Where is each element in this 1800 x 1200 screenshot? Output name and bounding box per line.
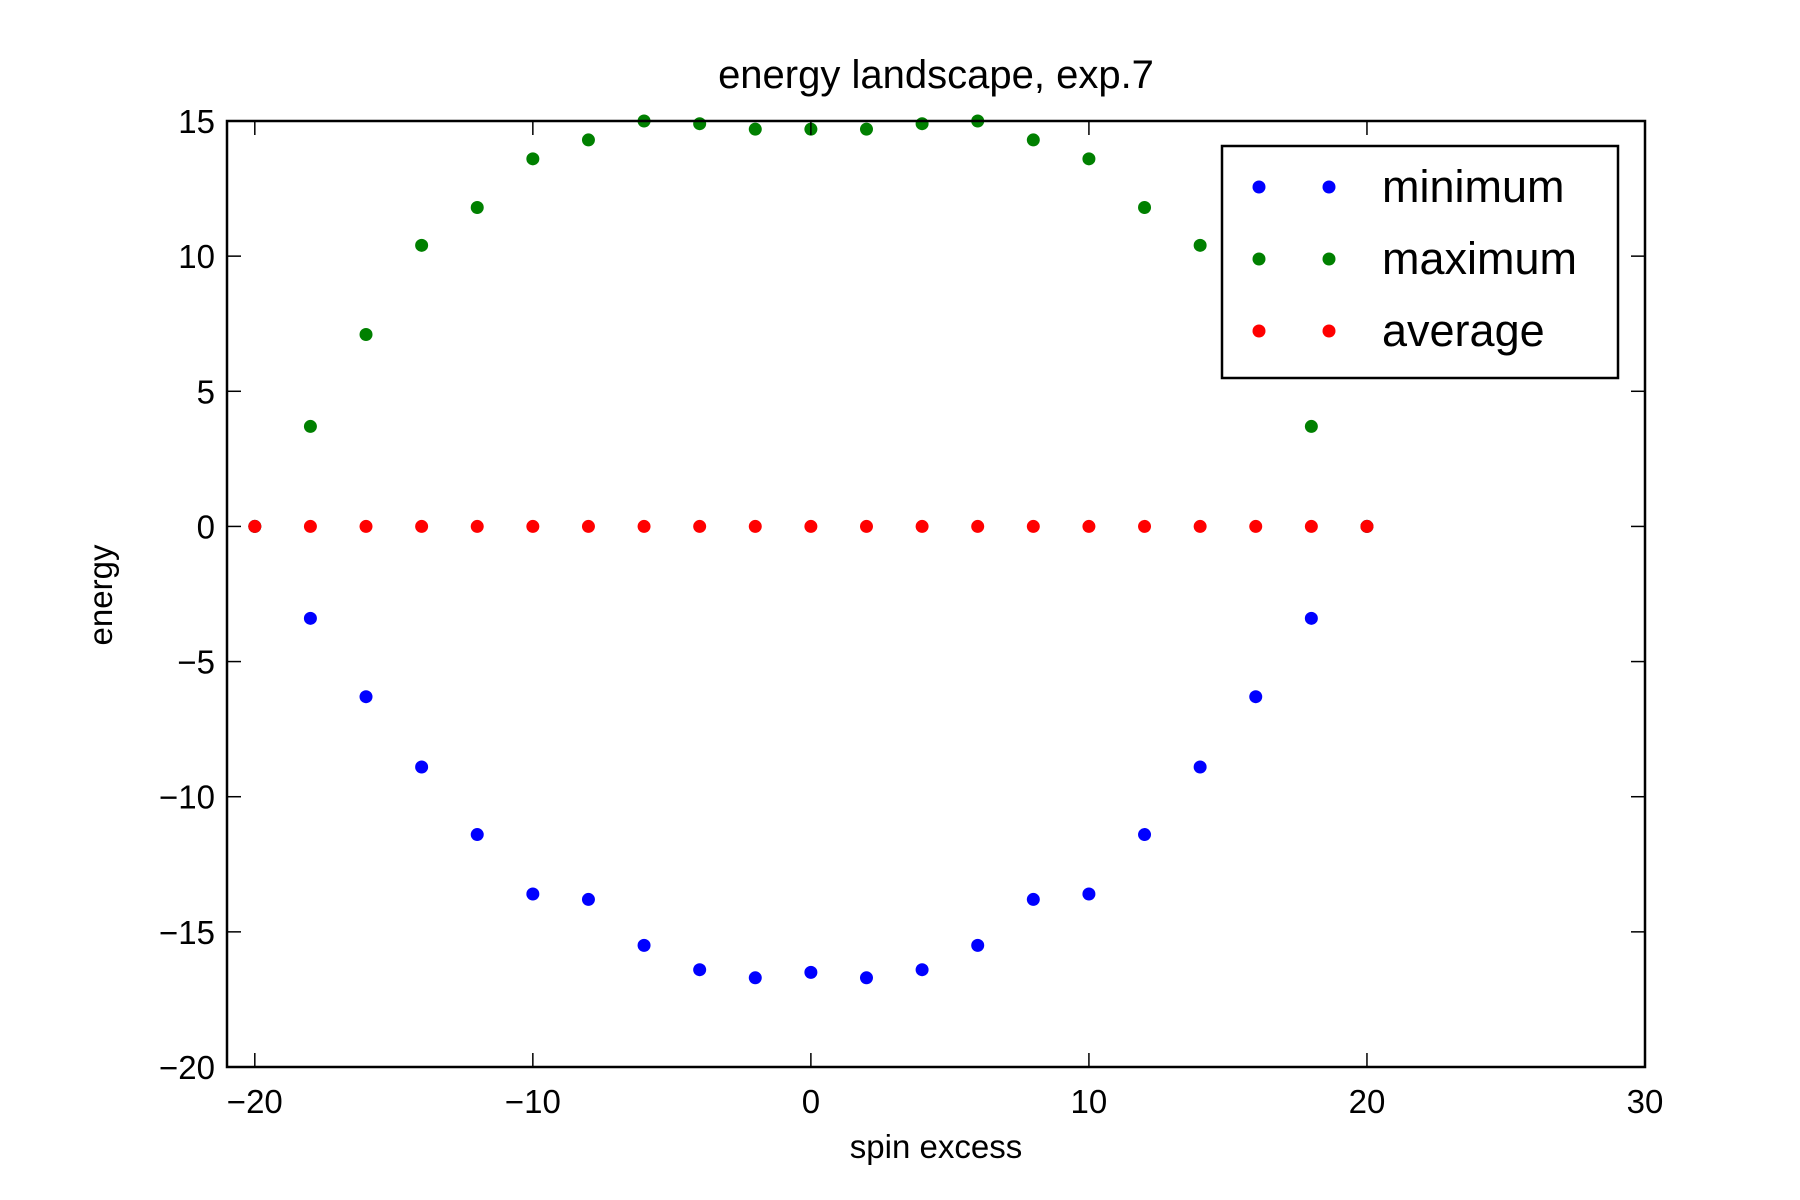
maximum-point xyxy=(859,122,873,136)
minimum-point xyxy=(581,892,595,906)
average-point xyxy=(693,519,707,533)
series-minimum xyxy=(248,519,1374,985)
minimum-point xyxy=(1249,690,1263,704)
minimum-point xyxy=(1193,760,1207,774)
y-tick-label: 15 xyxy=(178,103,215,140)
maximum-point xyxy=(415,238,429,252)
minimum-point xyxy=(1304,611,1318,625)
y-tick-label: −10 xyxy=(159,779,215,816)
legend-marker xyxy=(1252,324,1266,338)
minimum-point xyxy=(1082,887,1096,901)
minimum-point xyxy=(470,828,484,842)
maximum-point xyxy=(470,200,484,214)
minimum-point xyxy=(915,963,929,977)
legend-label: average xyxy=(1382,305,1545,356)
maximum-point xyxy=(915,117,929,131)
y-tick-label: −20 xyxy=(159,1049,215,1086)
minimum-point xyxy=(748,971,762,985)
x-tick-label: 10 xyxy=(1071,1083,1108,1120)
average-point xyxy=(637,519,651,533)
maximum-point xyxy=(526,152,540,166)
maximum-point xyxy=(359,328,373,342)
y-tick-label: 10 xyxy=(178,238,215,275)
average-point xyxy=(1082,519,1096,533)
maximum-point xyxy=(581,133,595,147)
series-maximum xyxy=(248,114,1374,533)
average-point xyxy=(1304,519,1318,533)
x-tick-label: −10 xyxy=(505,1083,561,1120)
average-point xyxy=(248,519,262,533)
legend-item-minimum: minimum xyxy=(1252,161,1565,212)
legend-marker xyxy=(1322,324,1336,338)
legend-marker xyxy=(1322,252,1336,266)
minimum-point xyxy=(804,965,818,979)
average-point xyxy=(804,519,818,533)
maximum-point xyxy=(1193,238,1207,252)
maximum-point xyxy=(303,419,317,433)
y-tick-label: −5 xyxy=(177,644,215,681)
average-point xyxy=(526,519,540,533)
x-tick-label: 30 xyxy=(1627,1083,1664,1120)
y-tick-label: 5 xyxy=(197,373,215,410)
average-point xyxy=(415,519,429,533)
average-point xyxy=(581,519,595,533)
minimum-point xyxy=(637,938,651,952)
maximum-point xyxy=(1082,152,1096,166)
minimum-point xyxy=(526,887,540,901)
minimum-point xyxy=(303,611,317,625)
x-tick-label: −20 xyxy=(227,1083,283,1120)
y-axis-label: energy xyxy=(82,544,119,645)
average-point xyxy=(359,519,373,533)
average-point xyxy=(1138,519,1152,533)
average-point xyxy=(748,519,762,533)
average-point xyxy=(303,519,317,533)
minimum-point xyxy=(359,690,373,704)
minimum-point xyxy=(693,963,707,977)
maximum-point xyxy=(1138,200,1152,214)
average-point xyxy=(1026,519,1040,533)
average-point xyxy=(1360,519,1374,533)
average-point xyxy=(971,519,985,533)
y-tick-label: −15 xyxy=(159,914,215,951)
average-point xyxy=(1193,519,1207,533)
legend-label: minimum xyxy=(1382,161,1565,212)
legend-marker xyxy=(1322,180,1336,194)
minimum-point xyxy=(971,938,985,952)
legend-marker xyxy=(1252,180,1266,194)
plot-area: −20 −10 0 10 20 30 −20 −15 −10 −5 0 5 10 15 xyxy=(159,103,1663,1120)
legend-marker xyxy=(1252,252,1266,266)
average-point xyxy=(470,519,484,533)
average-point xyxy=(1249,519,1263,533)
y-tick-label: 0 xyxy=(197,508,215,545)
minimum-point xyxy=(1026,892,1040,906)
legend-label: maximum xyxy=(1382,233,1577,284)
maximum-point xyxy=(1026,133,1040,147)
legend-item-average: average xyxy=(1252,305,1545,356)
legend-item-maximum: maximum xyxy=(1252,233,1577,284)
series-average xyxy=(248,519,1374,533)
minimum-point xyxy=(1138,828,1152,842)
x-axis-label: spin excess xyxy=(850,1128,1022,1165)
minimum-point xyxy=(859,971,873,985)
x-tick-label: 0 xyxy=(802,1083,820,1120)
minimum-point xyxy=(415,760,429,774)
legend: minimum maximum average xyxy=(1220,144,1620,380)
average-point xyxy=(859,519,873,533)
x-tick-label: 20 xyxy=(1349,1083,1386,1120)
maximum-point xyxy=(693,117,707,131)
maximum-point xyxy=(1304,419,1318,433)
average-point xyxy=(915,519,929,533)
maximum-point xyxy=(748,122,762,136)
legend-box xyxy=(1220,144,1620,380)
axes-frame xyxy=(225,119,1647,1069)
chart-title: energy landscape, exp.7 xyxy=(718,53,1154,97)
